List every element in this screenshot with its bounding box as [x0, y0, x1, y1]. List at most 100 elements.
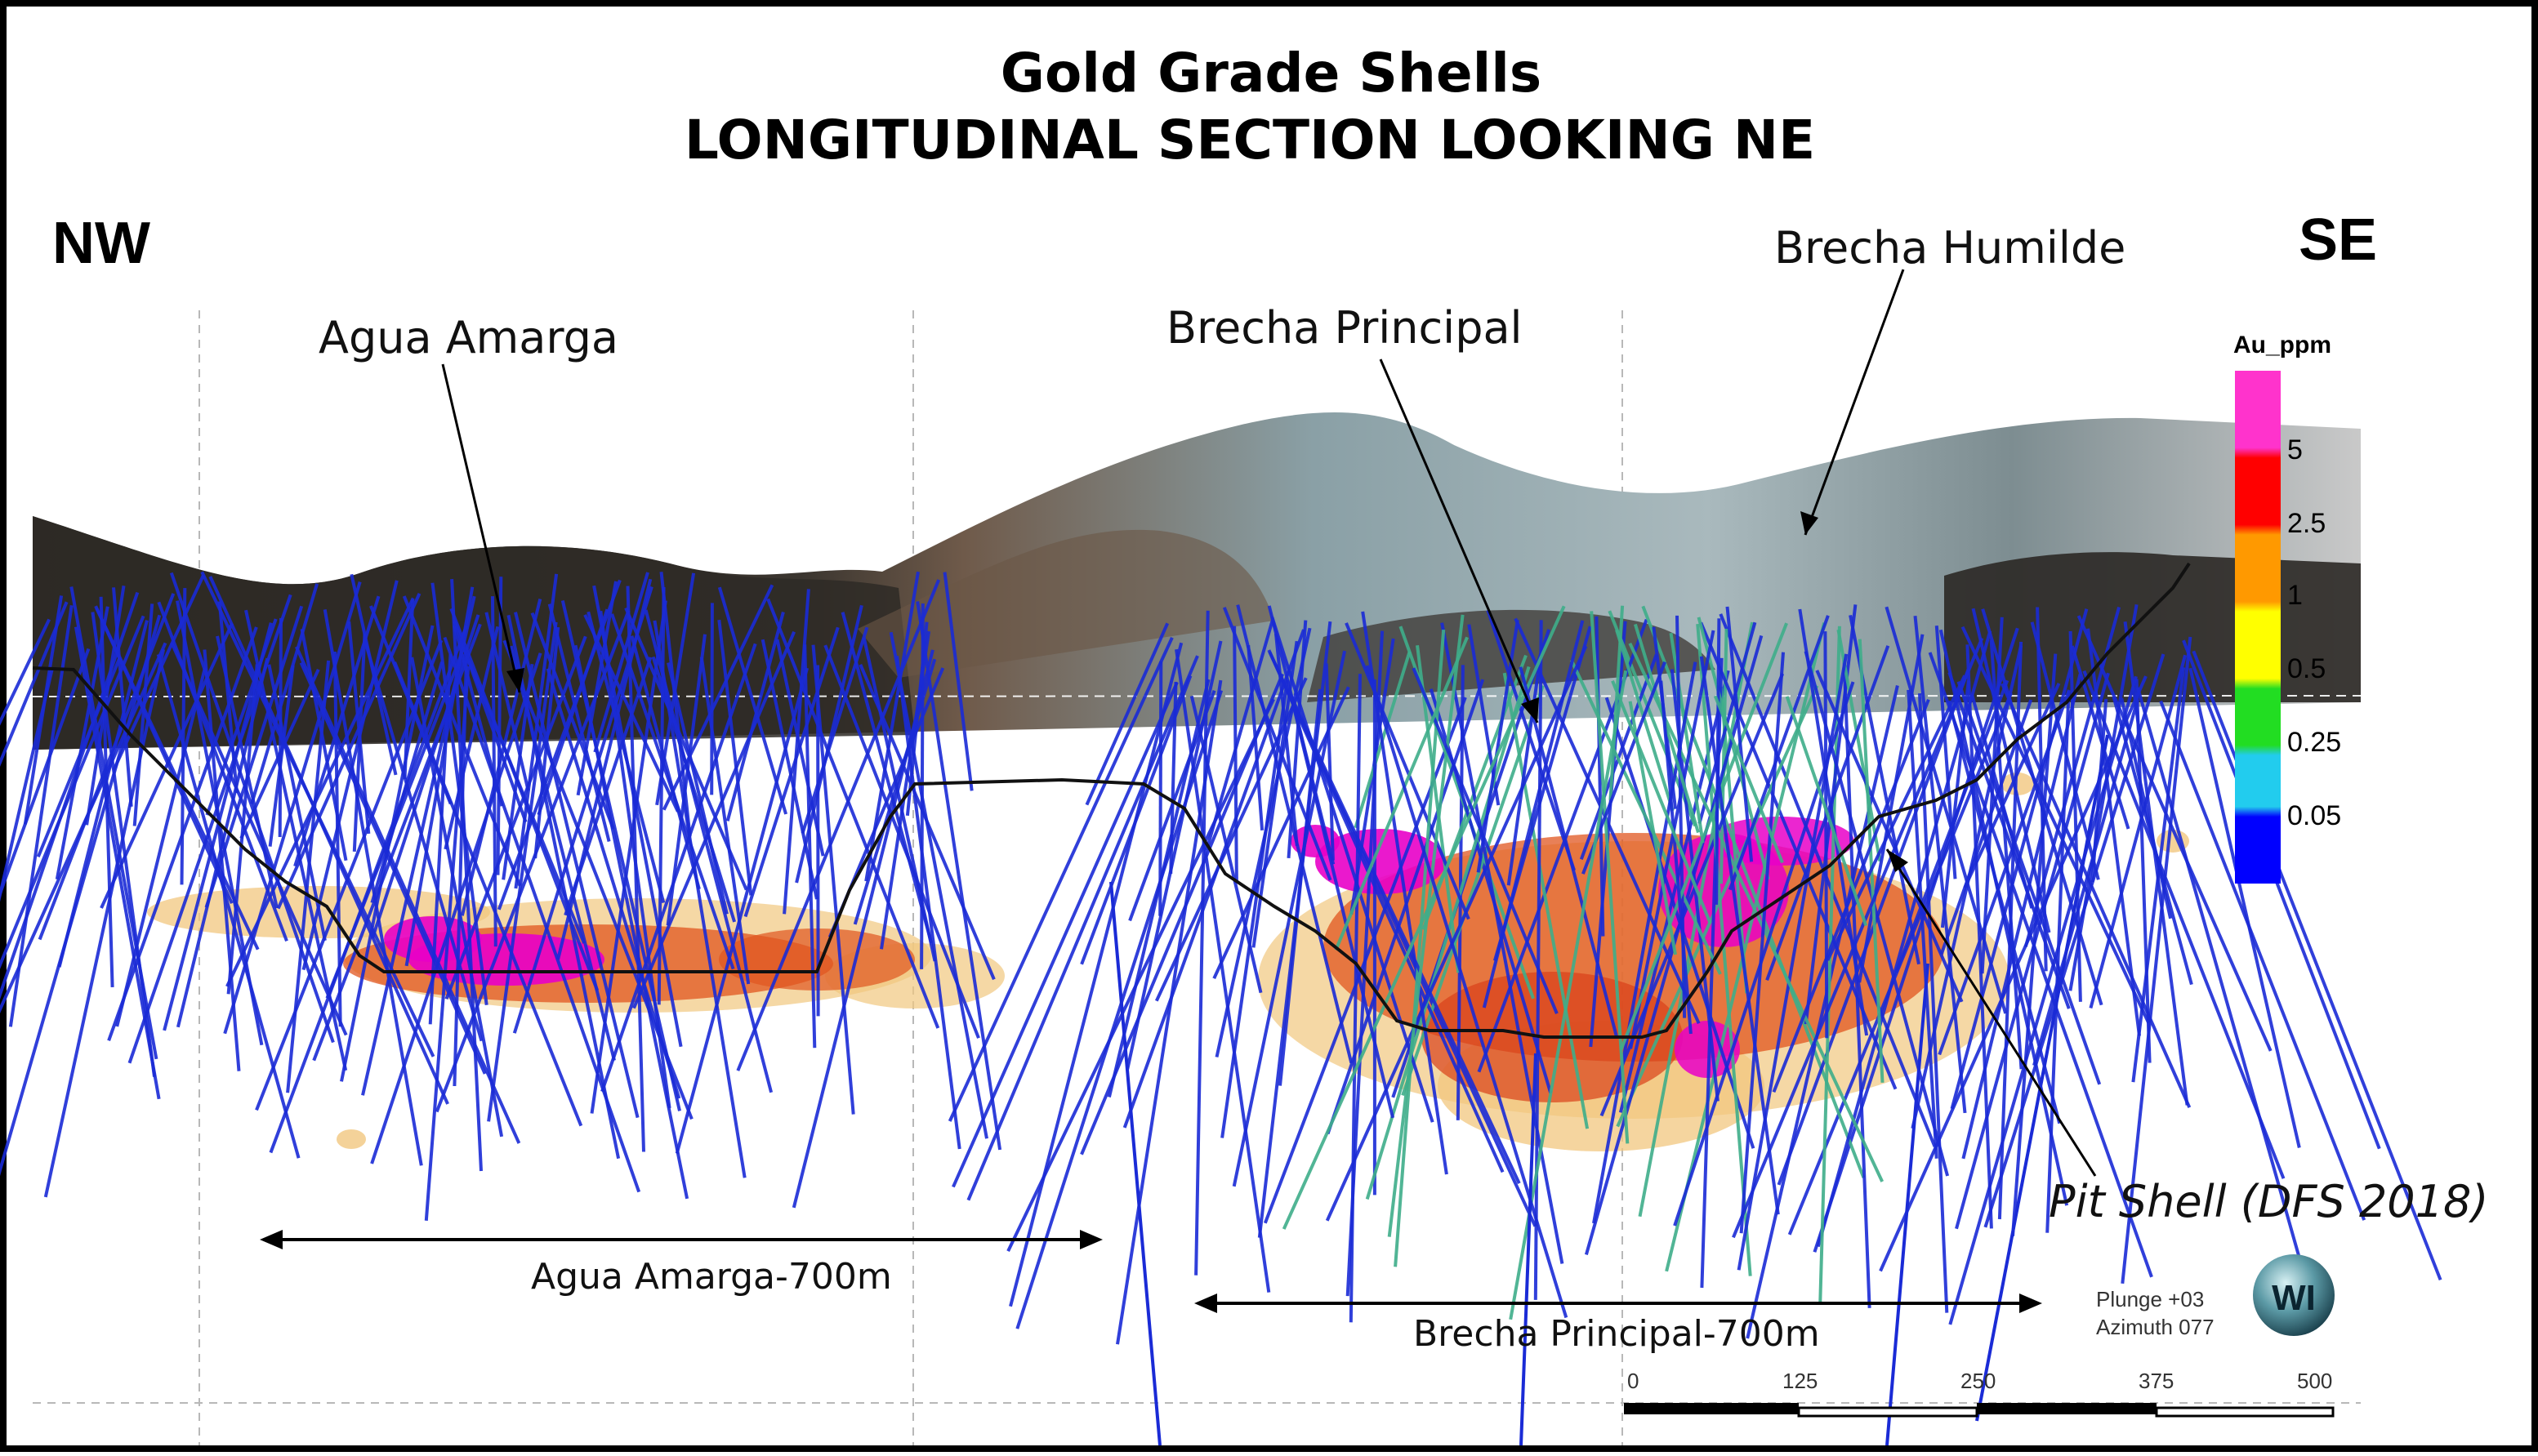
span-arrows [260, 1230, 2042, 1313]
drillhole-trace [363, 639, 484, 1042]
drillhole-trace [1961, 674, 2082, 1160]
scale-tick-125: 125 [1782, 1369, 1818, 1393]
grade-legend: Au_ppm 5 2.5 1 0.5 0.25 0.05 [2233, 332, 2341, 884]
drillhole-trace [69, 586, 158, 1060]
drillhole-trace [1486, 609, 1576, 871]
drillhole-trace-deep [1975, 734, 2109, 1422]
logo-text: WI [2272, 1278, 2316, 1318]
drillhole-trace [644, 609, 774, 1093]
drillhole-trace [1519, 666, 1618, 1037]
drillhole-trace [1938, 689, 2071, 1056]
drillhole-trace [1412, 667, 1559, 1014]
drillhole-trace [1715, 618, 1721, 905]
scale-tick-250: 250 [1960, 1369, 1996, 1393]
drillhole-trace [1334, 636, 1469, 951]
drillhole-trace [502, 663, 534, 880]
drillhole-trace [2159, 700, 2366, 1221]
span-label-agua-amarga: Agua Amarga-700m [531, 1256, 892, 1298]
drillhole-trace [626, 586, 645, 1152]
drillhole-trace [132, 603, 154, 826]
drillhole-trace-deep [1885, 963, 1929, 1446]
drillhole-trace [1282, 605, 1566, 1230]
drillhole-trace [1349, 674, 1362, 1323]
drillhole-trace [1826, 675, 1967, 961]
drillhole-trace [1965, 644, 1993, 1229]
drillhole-trace [1858, 634, 1925, 983]
drillhole-trace [889, 631, 988, 1139]
drillhole-trace [278, 617, 283, 838]
drillhole-trace [435, 609, 631, 1113]
drillhole-trace [370, 652, 542, 1164]
drillhole-trace [1818, 626, 1841, 1305]
drillhole-trace [2086, 628, 2141, 1036]
drillhole-trace [1816, 630, 1992, 1248]
drillhole-trace [717, 586, 788, 815]
drillhole-trace [1938, 629, 2069, 1206]
drillhole-trace [547, 603, 611, 842]
legend-tick-2-5: 2.5 [2287, 508, 2326, 539]
drillhole-trace [546, 668, 681, 1099]
drillhole-trace [699, 657, 751, 985]
drillhole-trace [2076, 615, 2273, 1052]
drillhole-trace [1482, 620, 1585, 1009]
drillhole-trace [2023, 606, 2121, 947]
drillhole-trace [1212, 686, 1350, 980]
drillhole-trace [1713, 695, 1784, 864]
drillhole-trace [1907, 689, 1938, 1159]
drillhole-trace [299, 661, 487, 1075]
drillhole-trace [717, 619, 753, 896]
legend-tick-5: 5 [2287, 434, 2303, 465]
drillhole-trace [537, 608, 609, 816]
drillhole-trace [514, 612, 640, 1119]
drillhole-trace [323, 609, 423, 1166]
drillhole-trace [2112, 696, 2193, 986]
scale-bar: 0 125 250 375 500 [1624, 1369, 2335, 1418]
drillhole-trace [2192, 650, 2442, 1281]
drillhole-trace [1257, 621, 1332, 1238]
drillhole-trace [2121, 636, 2192, 1285]
drillhole-trace [99, 596, 114, 987]
label-brecha-humilde: Brecha Humilde [1774, 222, 2125, 274]
drillhole-trace [2136, 687, 2312, 1294]
drillhole-trace [1739, 652, 1785, 1234]
drillhole-trace [2082, 670, 2286, 1179]
logo-icon: WI [2253, 1254, 2335, 1336]
grid-lines [33, 310, 2361, 1445]
drillhole-trace [2036, 607, 2048, 972]
drillhole-trace [0, 618, 51, 726]
drillhole-trace [1804, 651, 1950, 1177]
drillhole-trace [593, 572, 649, 753]
drillhole-trace [487, 621, 558, 1122]
drillhole-trace [157, 601, 288, 942]
drillhole-trace [1287, 620, 1308, 859]
drillhole-trace [823, 644, 980, 1039]
drillhole-trace [624, 607, 748, 891]
drillhole-trace [1608, 605, 1625, 800]
drillhole-trace [1085, 622, 1170, 806]
drillhole-trace [783, 589, 810, 915]
drillhole-trace [1618, 670, 1730, 1113]
drillhole-trace [841, 612, 934, 944]
drillhole-trace [509, 645, 616, 1062]
drillhole-trace [293, 595, 381, 867]
drillhole-trace [1633, 623, 1700, 834]
drillhole-trace [444, 635, 587, 1000]
scale-tick-375: 375 [2139, 1369, 2174, 1393]
drillhole-trace [169, 572, 335, 1044]
drillhole-trace [2089, 654, 2188, 1009]
drillhole-trace [57, 620, 149, 968]
drillhole-trace [2045, 691, 2071, 1233]
title-line2: LONGITUDINAL SECTION LOOKING NE [685, 109, 1815, 171]
drillhole-trace [2134, 679, 2152, 1063]
drillhole-trace [370, 661, 444, 904]
drillhole-trace [1194, 610, 1210, 1276]
drillhole-trace [1728, 615, 1830, 891]
drillhole-trace [1798, 608, 1869, 1036]
drillhole-trace-deep [1519, 1053, 1537, 1446]
drillhole-trace [0, 615, 145, 969]
plunge-text: Plunge +03 [2096, 1287, 2204, 1311]
drillhole-trace [1732, 637, 1984, 1239]
drillhole-trace [1669, 632, 1705, 844]
label-leaders [441, 269, 2097, 1177]
